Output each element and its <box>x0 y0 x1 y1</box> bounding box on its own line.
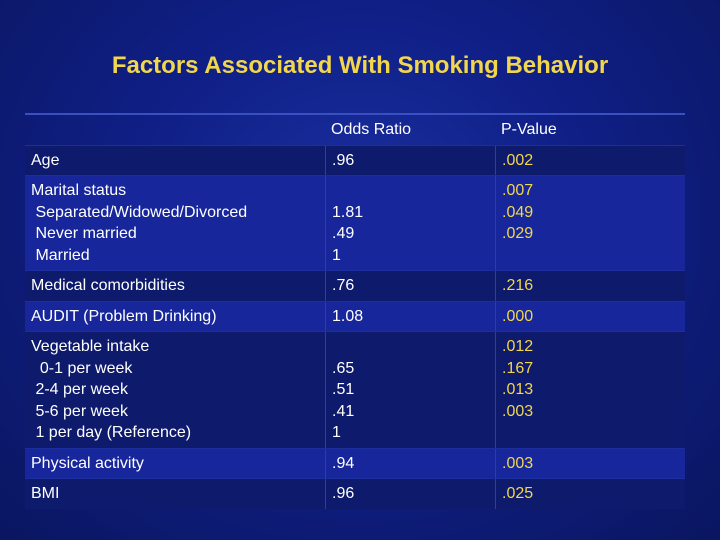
odds-ratio-value: .76 <box>332 277 355 294</box>
row-sublabel: 1 per day (Reference) <box>31 424 192 441</box>
p-value: .167 <box>502 359 534 377</box>
p-value: .003 <box>502 402 534 420</box>
p-value: .025 <box>502 485 534 502</box>
header-cell-odds-ratio: Odds Ratio <box>331 121 412 138</box>
header-cell-p-value: P-Value <box>501 121 557 138</box>
odds-ratio-value: .41 <box>332 402 355 420</box>
results-table: Odds Ratio P-Value Age .96 .002 Marital … <box>25 113 685 509</box>
row-sublabel: Married <box>31 246 90 264</box>
table-row: Age .96 .002 <box>25 144 685 175</box>
odds-ratio-value: .96 <box>332 485 355 502</box>
odds-ratio-value: .51 <box>332 381 355 398</box>
row-sublabel: 2-4 per week <box>31 381 128 398</box>
row-sublabel: Never married <box>31 225 137 242</box>
p-value: .000 <box>502 307 534 325</box>
row-sublabel: 0-1 per week <box>31 359 133 377</box>
table-row: Physical activity .94 .003 <box>25 447 685 478</box>
p-value: .216 <box>502 277 534 294</box>
header-cell-factor <box>25 115 325 145</box>
p-value: .013 <box>502 381 534 398</box>
odds-ratio-value: 1.08 <box>332 307 364 325</box>
slide-title: Factors Associated With Smoking Behavior <box>111 52 609 79</box>
table-row: Marital status Separated/Widowed/Divorce… <box>25 175 685 270</box>
p-value: .029 <box>502 225 534 242</box>
odds-ratio-value: .96 <box>332 151 355 169</box>
row-label: Age <box>31 151 60 169</box>
row-label: AUDIT (Problem Drinking) <box>31 307 217 325</box>
row-label: Vegetable intake <box>31 338 150 355</box>
row-sublabel: 5-6 per week <box>31 402 128 420</box>
p-value: .012 <box>502 338 534 355</box>
row-label: BMI <box>31 485 60 502</box>
odds-ratio-value: 1.81 <box>332 203 364 221</box>
table-row: BMI .96 .025 <box>25 478 685 509</box>
odds-ratio-value: .49 <box>332 225 355 242</box>
row-label: Marital status <box>31 182 127 199</box>
table-header-row: Odds Ratio P-Value <box>25 113 685 145</box>
row-label: Medical comorbidities <box>31 277 185 294</box>
row-sublabel: Separated/Widowed/Divorced <box>31 203 248 221</box>
table-row: Medical comorbidities .76 .216 <box>25 270 685 301</box>
odds-ratio-value: 1 <box>332 246 341 264</box>
p-value: .049 <box>502 203 534 221</box>
table-row: AUDIT (Problem Drinking) 1.08 .000 <box>25 300 685 331</box>
odds-ratio-value: .65 <box>332 359 355 377</box>
odds-ratio-value: 1 <box>332 424 341 441</box>
table-row: Vegetable intake 0-1 per week 2-4 per we… <box>25 331 685 448</box>
odds-ratio-value: .94 <box>332 454 355 472</box>
p-value: .007 <box>502 182 534 199</box>
p-value: .003 <box>502 454 534 472</box>
p-value: .002 <box>502 151 534 169</box>
row-label: Physical activity <box>31 454 144 472</box>
